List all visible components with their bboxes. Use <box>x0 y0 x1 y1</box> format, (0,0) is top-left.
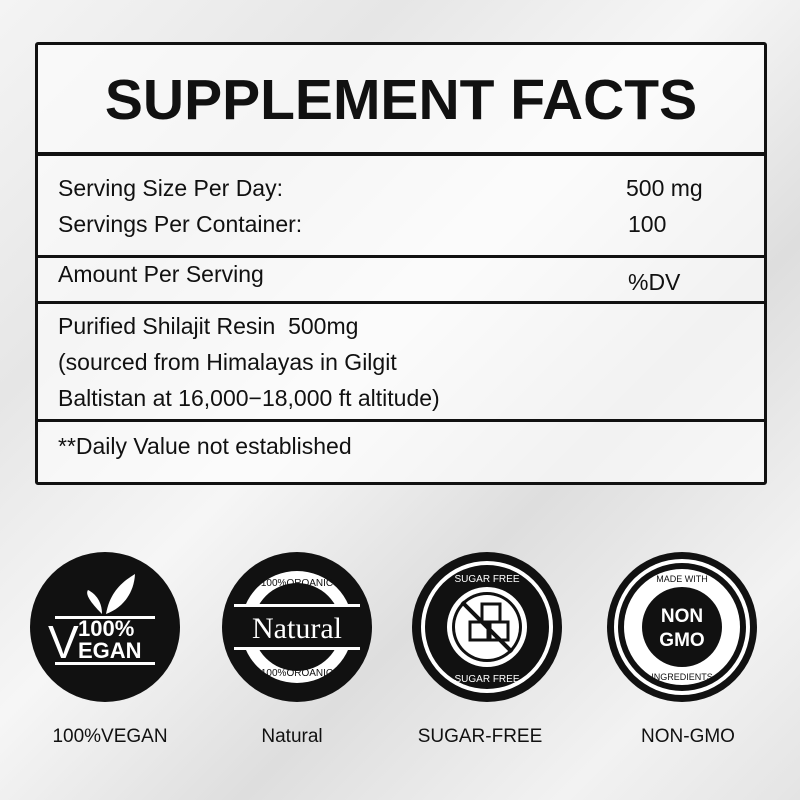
svg-text:MADE WITH: MADE WITH <box>656 574 708 584</box>
divider <box>38 152 764 156</box>
serving-size-label: Serving Size Per Day: <box>58 175 283 201</box>
divider <box>38 255 764 258</box>
servings-label: Servings Per Container: <box>58 211 303 237</box>
svg-text:INGREDIENTS: INGREDIENTS <box>651 672 713 682</box>
divider <box>38 419 764 422</box>
amount-label: Amount Per Serving <box>58 261 264 287</box>
serving-size-value: 500 mg <box>626 175 703 201</box>
vegan-badge-icon: V 100% EGAN <box>30 552 180 702</box>
svg-text:100%OROANIC: 100%OROANIC <box>261 578 333 589</box>
svg-text:GMO: GMO <box>659 630 704 651</box>
svg-text:SUGAR FREE: SUGAR FREE <box>454 574 519 585</box>
badge-label-sugar-free: SUGAR-FREE <box>417 726 543 747</box>
ingredient-line: Purified Shilajit Resin 500mg <box>58 313 359 339</box>
svg-text:V: V <box>48 616 79 668</box>
non-gmo-badge-icon: NON GMO MADE WITH INGREDIENTS <box>607 552 757 702</box>
dv-label: %DV <box>628 269 681 295</box>
svg-text:NON: NON <box>661 606 703 627</box>
badge-label-vegan: 100%VEGAN <box>52 726 168 747</box>
ingredient-line: Baltistan at 16,000−18,000 ft altitude) <box>58 385 440 411</box>
svg-text:EGAN: EGAN <box>78 638 142 663</box>
servings-value: 100 <box>628 211 667 237</box>
panel-title: SUPPLEMENT FACTS <box>104 68 698 132</box>
natural-badge-icon: Natural 100%OROANIC 100%OROANIC <box>222 552 372 702</box>
footnote: **Daily Value not established <box>58 433 352 459</box>
ingredient-line: (sourced from Himalayas in Gilgit <box>58 349 397 375</box>
svg-text:100%: 100% <box>78 616 134 641</box>
svg-text:Natural: Natural <box>252 612 342 645</box>
badge-label-non-gmo: NON-GMO <box>641 726 735 747</box>
svg-text:SUGAR FREE: SUGAR FREE <box>454 674 519 685</box>
sugar-free-badge-icon: SUGAR FREE SUGAR FREE <box>412 552 562 702</box>
supplement-facts-panel: SUPPLEMENT FACTS Serving Size Per Day: 5… <box>35 42 767 485</box>
badge-label-natural: Natural <box>261 726 323 747</box>
divider <box>38 301 764 304</box>
svg-text:100%OROANIC: 100%OROANIC <box>261 668 333 679</box>
